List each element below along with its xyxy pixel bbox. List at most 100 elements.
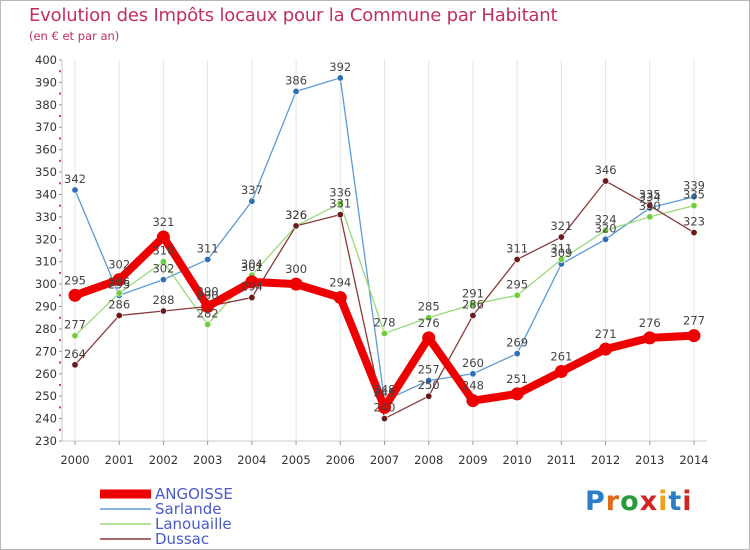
y-minor-tick [59,316,61,319]
x-tick-label: 2006 [326,453,355,467]
brand-letter: o [620,486,640,517]
data-label: 269 [506,336,528,350]
data-label: 323 [683,215,705,229]
data-point [513,291,521,299]
data-point [112,273,126,287]
data-label: 336 [329,185,351,199]
y-minor-tick [59,227,61,230]
data-label: 302 [108,258,130,272]
data-label: 295 [108,277,130,291]
y-minor-tick [59,137,61,140]
y-minor-tick [59,406,61,409]
x-tick-label: 2001 [105,453,134,467]
data-point [245,275,259,289]
data-point [336,211,344,219]
data-point [248,197,256,205]
data-point [292,222,300,230]
data-point [557,233,565,241]
y-minor-tick [59,361,61,364]
data-label: 250 [418,378,440,392]
brand-letter: P [585,486,606,517]
data-label: 271 [595,327,617,341]
data-label: 288 [152,293,174,307]
x-tick-label: 2003 [193,453,222,467]
data-point [115,311,123,319]
y-tick-label: 380 [35,98,57,112]
x-tick-label: 2010 [503,453,532,467]
data-point [690,229,698,237]
y-tick-label: 320 [35,232,57,246]
axes: 230 240 250 260 270 280 290 300 310 320 330 340 350 3… [35,53,709,467]
data-point [510,387,524,401]
data-label: 295 [506,277,528,291]
data-point [68,288,82,302]
y-minor-tick [59,204,61,207]
y-minor-tick [59,428,61,431]
y-tick-label: 290 [35,300,57,314]
data-point [159,276,167,284]
y-tick-label: 280 [35,322,57,336]
data-point [425,376,433,384]
data-label: 392 [329,60,351,74]
data-label: 302 [152,262,174,276]
y-tick-label: 400 [35,53,57,67]
data-point [646,202,654,210]
y-tick-label: 360 [35,143,57,157]
x-tick-label: 2013 [635,453,664,467]
data-label: 337 [241,183,263,197]
data-label: 261 [550,350,572,364]
data-label: 277 [64,318,86,332]
y-tick-label: 370 [35,120,57,134]
data-label: 291 [462,286,484,300]
y-minor-tick [59,115,61,118]
x-tick-label: 2011 [547,453,576,467]
data-label: 321 [550,219,572,233]
data-point [71,332,79,340]
data-label: 310 [152,244,174,258]
data-point [201,300,215,314]
x-tick-label: 2005 [281,453,310,467]
chart-subtitle: (en € et par an) [29,29,120,43]
data-point [336,74,344,82]
data-point [156,230,170,244]
data-label: 240 [374,401,396,415]
x-tick-label: 2012 [591,453,620,467]
data-label: 285 [418,300,440,314]
data-point [115,289,123,297]
data-label: 282 [197,306,219,320]
brand-letter: i [658,486,669,517]
data-point [469,370,477,378]
y-minor-tick [59,159,61,162]
data-point [204,320,212,328]
data-point [425,314,433,322]
data-label: 295 [64,273,86,287]
y-minor-tick [59,92,61,95]
data-point [599,342,613,356]
y-minor-tick [59,339,61,342]
legend-label: Sarlande [155,500,222,518]
data-point [602,226,610,234]
data-point [336,199,344,207]
data-point [646,213,654,221]
data-label: 311 [506,241,528,255]
y-tick-label: 330 [35,210,57,224]
data-label: 331 [329,197,351,211]
data-point [71,361,79,369]
data-label: 278 [374,315,396,329]
y-tick-label: 310 [35,255,57,269]
data-label: 290 [197,285,219,299]
data-label: 311 [197,241,219,255]
data-label: 311 [550,241,572,255]
data-label: 286 [462,297,484,311]
data-point [466,394,480,408]
x-tick-label: 2000 [60,453,89,467]
data-label: 248 [462,379,484,393]
x-tick-label: 2007 [370,453,399,467]
data-point [248,294,256,302]
data-label: 296 [108,275,130,289]
data-label: 334 [639,190,661,204]
data-point [380,415,388,423]
x-tick-label: 2014 [679,453,708,467]
